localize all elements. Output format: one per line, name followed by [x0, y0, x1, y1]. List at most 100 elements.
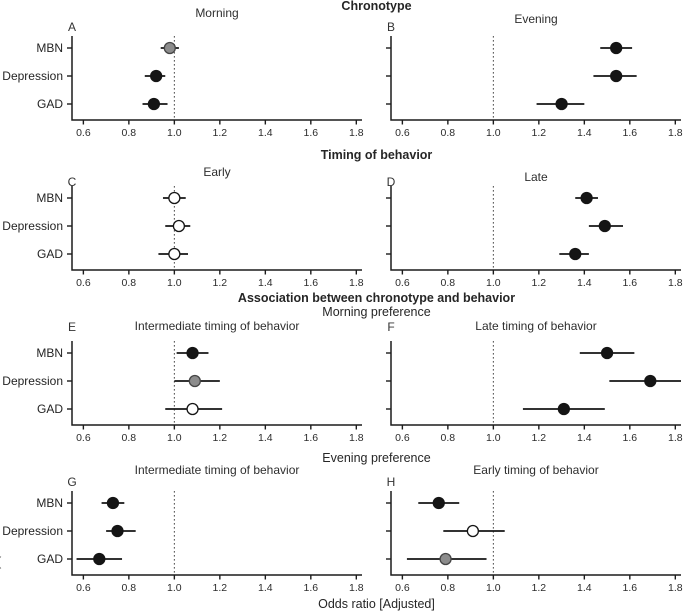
axis-frame	[390, 186, 681, 271]
x-tick-label: 1.2	[213, 277, 228, 289]
or-point-black	[106, 496, 120, 510]
x-tick-label: 0.8	[122, 432, 137, 444]
or-point-white	[186, 402, 199, 416]
forest-row-3: MBN Depression GAD 0.6 0.8 1.0 1.2 1.4 1.6 1.8 0.6…	[2, 491, 683, 594]
x-tick-label: 1.8	[668, 582, 683, 594]
x-tick-label: 1.4	[577, 277, 592, 289]
x-tick-label: 0.8	[122, 582, 137, 594]
x-tick-label: 1.6	[304, 277, 319, 289]
x-tick-label: 1.6	[304, 582, 319, 594]
or-point-white	[172, 219, 186, 233]
panel-title: Morning	[195, 6, 239, 20]
category-label: Depression	[2, 374, 63, 388]
x-tick-label: 0.6	[76, 277, 91, 289]
section-header: Timing of behavior	[320, 148, 433, 162]
x-tick-label: 1.2	[532, 432, 547, 444]
x-tick-label: 1.2	[532, 277, 547, 289]
category-label: Depression	[2, 219, 63, 233]
axis-frame	[390, 341, 681, 426]
x-tick-label: 1.0	[486, 582, 501, 594]
or-point-black	[555, 97, 568, 111]
or-point-black	[147, 97, 161, 111]
x-tick-label: 1.4	[258, 432, 273, 444]
or-point-white	[466, 524, 480, 538]
panel-letter: G	[67, 475, 77, 489]
x-tick-label: 1.8	[349, 127, 364, 139]
x-tick-label: 0.8	[122, 277, 137, 289]
x-tick-label: 1.8	[349, 432, 364, 444]
panel-letter: E	[67, 320, 76, 334]
x-tick-label: 0.6	[76, 127, 91, 139]
x-tick-label: 1.8	[668, 432, 683, 444]
or-point-gray	[188, 374, 201, 388]
or-point-black	[557, 402, 571, 416]
x-tick-label: 0.6	[395, 127, 410, 139]
x-tick-label: 1.6	[623, 432, 638, 444]
section-subheader: Evening preference	[322, 451, 431, 465]
x-tick-label: 1.0	[167, 432, 182, 444]
x-tick-label: 1.4	[577, 432, 592, 444]
panel-title: Late	[524, 170, 548, 184]
forest-row-1: MBN Depression GAD 0.6 0.8 1.0 1.2 1.4 1.6 1.8 0.6…	[2, 186, 683, 289]
or-point-white	[168, 247, 181, 261]
x-tick-label: 1.0	[486, 432, 501, 444]
axis-frame	[71, 341, 362, 426]
x-tick-label: 1.0	[167, 127, 182, 139]
x-tick-label: 1.2	[213, 127, 228, 139]
or-point-white	[168, 191, 181, 205]
or-point-gray	[163, 41, 176, 55]
x-tick-label: 0.8	[441, 432, 456, 444]
panel-letter: D	[386, 175, 396, 189]
category-label: MBN	[36, 191, 63, 205]
panel-letter: F	[387, 320, 395, 334]
or-point-gray	[439, 552, 452, 566]
x-tick-label: 0.8	[441, 127, 456, 139]
category-label: Depression	[2, 524, 63, 538]
x-tick-label: 1.4	[577, 582, 592, 594]
or-point-black	[111, 524, 124, 538]
category-label: MBN	[36, 496, 63, 510]
x-tick-label: 1.4	[577, 127, 592, 139]
category-label: GAD	[37, 402, 63, 416]
x-tick-label: 1.0	[486, 277, 501, 289]
x-tick-label: 1.2	[532, 127, 547, 139]
x-tick-label: 1.2	[213, 582, 228, 594]
panel-title: Early timing of behavior	[473, 463, 599, 477]
category-label: GAD	[37, 552, 63, 566]
or-point-black	[150, 69, 163, 83]
x-tick-label: 0.6	[76, 432, 91, 444]
or-point-black	[186, 346, 199, 360]
x-tick-label: 0.8	[122, 127, 137, 139]
cropped-text-fragment: (	[0, 554, 1, 569]
or-point-black	[598, 219, 611, 233]
or-point-black	[600, 346, 614, 360]
category-label: GAD	[37, 247, 63, 261]
x-tick-label: 1.0	[167, 277, 182, 289]
x-tick-label: 1.8	[349, 582, 364, 594]
category-label: MBN	[36, 346, 63, 360]
panel-letter: B	[386, 20, 395, 34]
x-tick-label: 1.8	[668, 127, 683, 139]
or-point-black	[432, 496, 445, 510]
x-tick-label: 1.6	[623, 582, 638, 594]
or-point-black	[580, 191, 593, 205]
x-tick-label: 0.6	[395, 432, 410, 444]
axis-frame	[71, 186, 362, 271]
x-tick-label: 0.6	[395, 582, 410, 594]
panel-letter: C	[67, 175, 77, 189]
panel-letter: A	[67, 20, 76, 34]
or-point-black	[644, 374, 657, 388]
x-tick-label: 1.8	[349, 277, 364, 289]
category-label: MBN	[36, 41, 63, 55]
axis-frame	[390, 36, 681, 121]
forest-row-0: MBN Depression GAD 0.6 0.8 1.0 1.2 1.4 1.6 1.8 0.6…	[2, 36, 683, 139]
x-tick-label: 1.6	[304, 432, 319, 444]
or-point-black	[93, 552, 106, 566]
x-tick-label: 1.4	[258, 582, 273, 594]
or-point-black	[569, 247, 582, 261]
x-tick-label: 1.6	[304, 127, 319, 139]
x-axis-label: Odds ratio [Adjusted]	[318, 597, 435, 611]
panel-title: Intermediate timing of behavior	[134, 463, 300, 477]
panel-title: Early	[203, 165, 231, 179]
x-tick-label: 1.2	[532, 582, 547, 594]
